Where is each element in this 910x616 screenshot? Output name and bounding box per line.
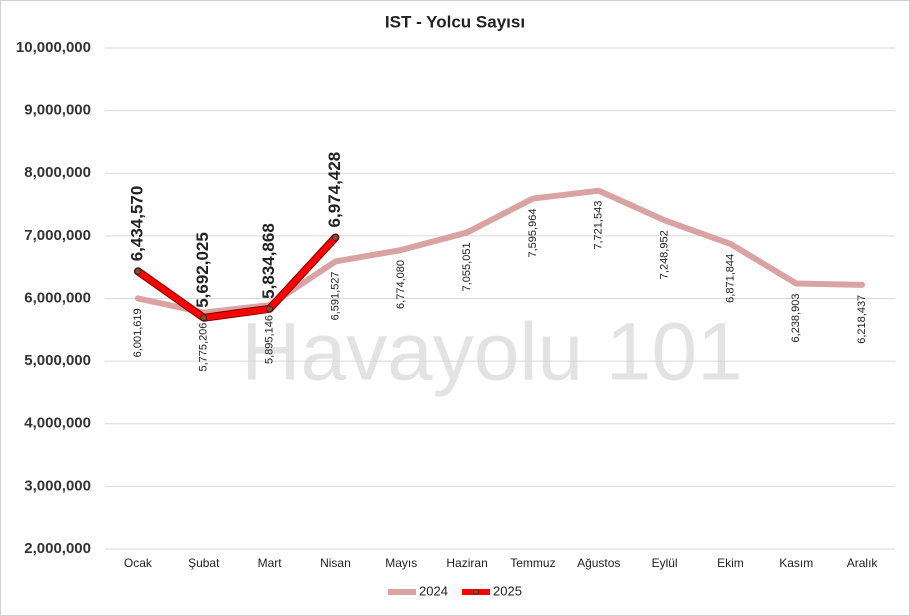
data-label: 6,218,437	[856, 295, 868, 344]
data-label: 6,238,903	[790, 294, 802, 343]
x-tick-label: Eylül	[652, 556, 678, 570]
data-label: 5,775,206	[198, 323, 210, 372]
legend-label: 2025	[493, 583, 522, 598]
data-label: 6,001,619	[132, 308, 144, 357]
data-label: 6,871,844	[724, 254, 736, 303]
data-label: 7,721,543	[593, 201, 605, 250]
y-tick-label: 10,000,000	[16, 39, 91, 56]
x-tick-label: Mart	[258, 556, 283, 570]
data-label: 7,055,051	[461, 242, 473, 291]
watermark: Havayolu 101	[241, 307, 742, 398]
x-tick-label: Ağustos	[577, 556, 620, 570]
data-label: 7,595,964	[527, 209, 539, 258]
x-tick-label: Mayıs	[385, 556, 417, 570]
data-label: 6,774,080	[395, 260, 407, 309]
data-label: 7,248,952	[658, 230, 670, 279]
y-tick-label: 8,000,000	[24, 164, 91, 181]
y-tick-label: 5,000,000	[24, 352, 91, 369]
legend-label: 2024	[419, 583, 448, 598]
x-tick-label: Nisan	[320, 556, 351, 570]
marker	[266, 305, 273, 313]
y-tick-label: 7,000,000	[24, 227, 91, 244]
marker	[134, 267, 142, 275]
x-tick-label: Ocak	[124, 556, 153, 570]
data-label: 5,834,868	[259, 223, 278, 299]
marker	[200, 314, 208, 322]
x-tick-label: Kasım	[779, 556, 813, 570]
data-label: 5,895,146	[263, 315, 275, 364]
x-tick-label: Aralık	[847, 556, 879, 570]
chart-title: IST - Yolcu Sayısı	[385, 12, 525, 31]
y-tick-label: 9,000,000	[24, 102, 91, 119]
series-line	[134, 234, 339, 321]
y-tick-label: 6,000,000	[24, 289, 91, 306]
y-tick-label: 4,000,000	[24, 415, 91, 432]
data-label: 6,974,428	[325, 152, 344, 228]
x-tick-label: Haziran	[446, 556, 487, 570]
x-tick-label: Ekim	[717, 556, 744, 570]
y-tick-label: 3,000,000	[24, 477, 91, 494]
data-label: 6,591,527	[329, 271, 341, 320]
data-label: 5,692,025	[193, 232, 212, 308]
y-tick-label: 2,000,000	[24, 540, 91, 557]
data-label: 6,434,570	[127, 186, 146, 262]
x-tick-label: Temmuz	[510, 556, 555, 570]
marker	[332, 234, 339, 241]
legend-marker	[473, 589, 479, 595]
x-tick-label: Şubat	[188, 556, 220, 570]
